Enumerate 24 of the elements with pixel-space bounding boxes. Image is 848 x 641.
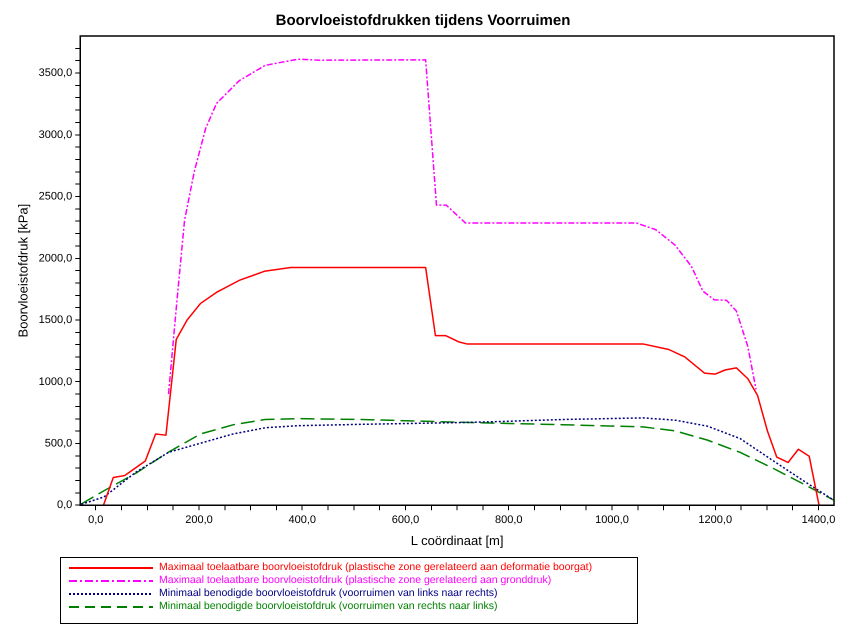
text: Maximaal toelaatbare boorvloeistofdruk (plastische zone gerelateerd aan gronddruk) — [159, 574, 552, 587]
x-tick-label: 1200,0 — [698, 514, 732, 526]
y-axis-title: Boorvloeistofdruk [kPa] — [15, 204, 30, 338]
x-tick-label: 600,0 — [392, 514, 420, 526]
y-tick-label: 3000,0 — [38, 128, 72, 141]
x-tick-label: 1000,0 — [595, 514, 629, 526]
x-axis-title: L coördinaat [m] — [410, 532, 504, 548]
text: Minimaal benodigde boorvloeistofdruk (voorruimen van links naar rechts) — [159, 587, 498, 600]
y-tick-label: 1000,0 — [38, 376, 72, 388]
x-tick-label: 1400,0 — [802, 514, 836, 526]
y-tick-label: 500,0 — [44, 437, 72, 450]
text: Maximaal toelaatbare boorvloeistofdruk (plastische zone gerelateerd aan deformatie boorgat) — [159, 561, 592, 574]
x-tick-label: 200,0 — [185, 514, 213, 526]
y-tick-label: 0,0 — [56, 499, 72, 512]
x-tick-label: 0,0 — [88, 514, 104, 526]
y-tick-label: 1500,0 — [38, 314, 72, 326]
y-tick-label: 2000,0 — [38, 252, 72, 264]
y-tick-label: 3500,0 — [38, 67, 72, 80]
x-tick-label: 400,0 — [288, 514, 316, 526]
line-series — [168, 58, 757, 395]
text: Minimaal benodigde boorvloeistofdruk (voorruimen van rechts naar links) — [159, 600, 498, 613]
x-tick-label: 800,0 — [494, 514, 523, 526]
y-tick-label: 2500,0 — [38, 190, 72, 203]
chart-title: Boorvloeistofdrukken tijdens Voorruimen — [276, 12, 570, 30]
